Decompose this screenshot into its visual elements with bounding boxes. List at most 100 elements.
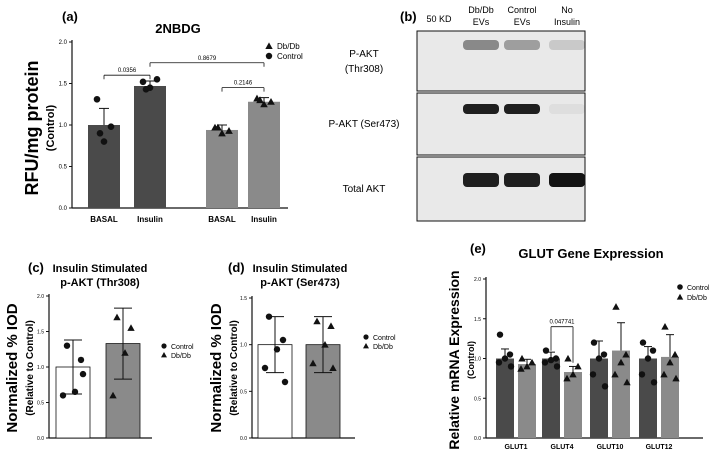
data-point: [563, 374, 571, 382]
data-point: [564, 354, 572, 362]
data-point: [672, 374, 680, 382]
data-point: [649, 347, 657, 354]
legend-label: Db/Db: [687, 295, 707, 302]
x-tick-label: GLUT1: [505, 444, 528, 451]
chart-a-title: 2NBDG: [155, 21, 201, 36]
chart-e-title: GLUT Gene Expression: [518, 246, 663, 261]
x-tick-label: Insulin: [137, 215, 163, 224]
bar: [612, 350, 630, 438]
data-point: [71, 388, 79, 396]
blot-frame: [416, 156, 586, 222]
data-point: [611, 370, 619, 378]
y-tick-label: 1.5: [474, 317, 481, 323]
p-value-label: 0.2146: [234, 81, 253, 87]
protein-band: [549, 104, 585, 114]
x-tick-label: BASAL: [208, 215, 236, 224]
y-tick-label: 0.5: [474, 396, 481, 402]
data-point: [553, 363, 561, 370]
data-point: [142, 86, 150, 93]
data-point: [622, 350, 630, 358]
data-point: [100, 138, 108, 145]
data-point: [267, 97, 275, 105]
legend-marker-control: [161, 343, 167, 349]
y-tick-label: 0.0: [37, 436, 44, 442]
p-value-label: 0.8679: [198, 56, 217, 62]
data-point: [96, 130, 104, 137]
chart-e-ylabel: Relative mRNA Expression: [446, 270, 462, 449]
data-point: [63, 342, 71, 349]
data-point: [109, 391, 117, 399]
legend-marker-control: [677, 284, 683, 290]
panel-label-b: (b): [400, 9, 417, 24]
data-point: [153, 76, 161, 83]
data-point: [528, 358, 536, 366]
chart-c-title: Insulin Stimulated: [53, 263, 148, 275]
protein-band: [463, 173, 499, 187]
chart-c-ylabel: Normalized % IOD: [4, 303, 21, 432]
data-point: [617, 358, 625, 366]
legend-marker-control: [363, 334, 369, 340]
y-tick-label: 0.0: [59, 206, 68, 212]
data-point: [329, 364, 337, 371]
legend-label: Control: [277, 52, 303, 61]
bar: [206, 129, 238, 208]
x-tick-label: BASAL: [90, 215, 118, 224]
bar: [542, 358, 560, 438]
data-point: [279, 336, 287, 344]
legend-label: Db/Db: [277, 42, 300, 51]
data-point: [79, 370, 87, 378]
data-point: [256, 96, 264, 104]
data-point: [569, 370, 577, 378]
chart-e-marks: GLUT1 GLUT4 GLUT10 GLUT12 0.047741: [495, 303, 680, 451]
y-tick-label: 2.0: [474, 277, 481, 283]
bar: [661, 356, 679, 438]
legend-marker-dbdb: [363, 343, 369, 349]
data-point: [93, 95, 101, 103]
data-point: [517, 365, 525, 372]
chart-d-ylabel2: (Relative to Control): [229, 320, 240, 416]
panel-d: (d) Insulin Stimulated p-AKT (Ser473) No…: [208, 260, 396, 442]
legend-label: Db/Db: [171, 353, 191, 360]
data-point: [127, 324, 135, 331]
lane-label: EVs: [514, 17, 531, 27]
panel-c: (c) Insulin Stimulated p-AKT (Thr308) No…: [4, 260, 194, 442]
data-point: [650, 379, 658, 386]
legend-marker-dbdb: [161, 352, 167, 358]
p-value-label: 0.047741: [549, 320, 575, 326]
data-point: [225, 127, 233, 134]
x-tick-label: GLUT4: [551, 444, 574, 451]
data-point: [547, 356, 555, 364]
data-point: [541, 359, 549, 366]
protein-band: [504, 40, 540, 50]
data-point: [612, 303, 620, 310]
chart-d-subtitle: p-AKT (Ser473): [260, 277, 340, 289]
lane-label: No: [561, 5, 573, 15]
data-point: [309, 359, 317, 367]
chart-d-title: Insulin Stimulated: [253, 263, 348, 275]
y-tick-label: 1.0: [474, 357, 481, 363]
y-tick-label: 1.0: [59, 123, 68, 129]
bar: [496, 358, 514, 438]
data-point: [121, 349, 129, 356]
bar: [639, 358, 657, 438]
data-point: [273, 346, 281, 353]
x-tick-label: Insulin: [251, 215, 277, 224]
protein-band: [549, 173, 585, 187]
y-tick-label: 1.5: [37, 330, 44, 336]
y-tick-label: 0.5: [59, 165, 68, 171]
legend-label: Control: [171, 344, 194, 351]
data-point: [495, 359, 503, 366]
data-point: [265, 313, 273, 320]
blot-row-label: (Thr308): [345, 64, 383, 75]
blot-frame: [416, 30, 586, 92]
legend-label: Db/Db: [373, 344, 393, 351]
blot-frame: [416, 92, 586, 156]
y-tick-label: 0.5: [37, 401, 44, 407]
p-value-label: 0.0356: [118, 68, 137, 74]
protein-band: [504, 173, 540, 187]
data-point: [552, 355, 560, 362]
bar: [88, 125, 120, 208]
chart-c-marks: [55, 307, 141, 439]
